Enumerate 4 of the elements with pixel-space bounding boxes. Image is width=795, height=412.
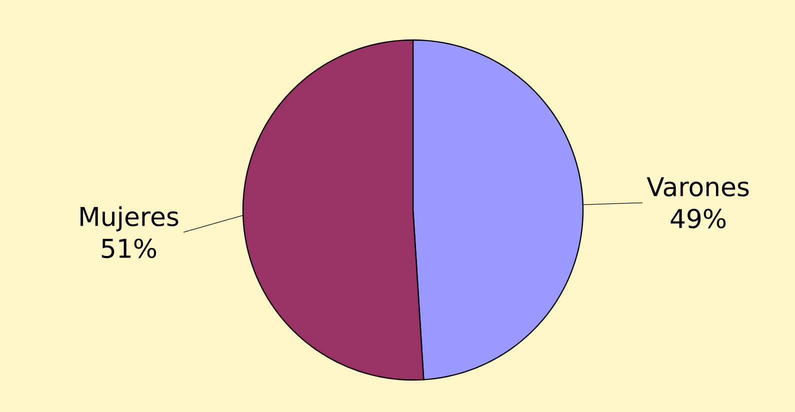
data-label: 49% <box>670 208 726 228</box>
slice-label: Varones <box>646 177 749 196</box>
slice-label: Mujeres <box>80 206 178 232</box>
data-label: 51% <box>102 238 156 258</box>
